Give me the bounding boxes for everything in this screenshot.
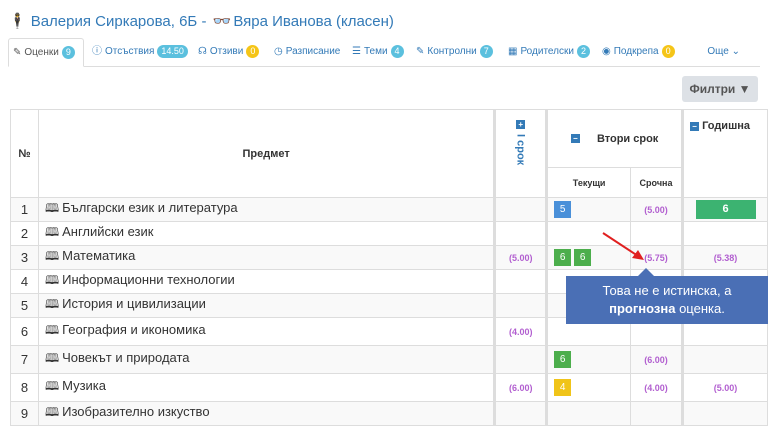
grade-badge[interactable]: 4 <box>554 379 572 396</box>
collapse-icon[interactable]: − <box>570 134 580 144</box>
yearly-grade-badge[interactable]: 6 <box>695 200 756 219</box>
user-icon: 🕴 <box>8 13 27 30</box>
book-icon: 🕮 <box>44 201 60 215</box>
yearly-header[interactable]: − Годишна <box>682 109 768 198</box>
table-row: 7 🕮 Човекът и природата 6 (6.00) <box>10 345 768 374</box>
grade-badge[interactable]: 5 <box>554 201 572 218</box>
tab-bar: ✎ Оценки 9 ⓘ Отсъствия 14.50 ☊ Отзиви 0 ◷ Разпи… <box>8 38 760 67</box>
pencil-icon: ✎ <box>13 47 22 58</box>
book-icon: 🕮 <box>44 297 60 311</box>
tab-tests[interactable]: ✎ Контролни 7 <box>412 38 497 66</box>
col-num-header: № <box>10 109 39 198</box>
table-row: 1 🕮 Български език и литература 5 (5.00) … <box>10 197 768 222</box>
tab-support[interactable]: ◉ Подкрепа 0 <box>598 38 679 66</box>
book-icon: 🕮 <box>44 273 60 287</box>
grade-badge[interactable]: 6 <box>554 351 572 368</box>
filter-icon: ▼ <box>738 82 751 96</box>
book-icon: 🕮 <box>44 405 60 419</box>
urgent-header: Срочна <box>630 167 684 198</box>
prediction-tooltip: Това не е истинска, а прогнозна оценка. <box>566 268 768 324</box>
chevron-down-icon: ⌄ <box>731 46 740 57</box>
page-title: 🕴 Валерия Сиркарова, 6Б - 👓 Вяра Иванова (… <box>8 13 394 30</box>
glasses-icon: 👓 <box>212 13 232 30</box>
term1-header[interactable]: + I срок <box>493 109 549 198</box>
feedback-icon: ☊ <box>198 46 207 57</box>
tab-absences[interactable]: ⓘ Отсъствия 14.50 <box>88 38 192 66</box>
book-icon: 🕮 <box>44 225 60 239</box>
filter-button[interactable]: Филтри ▼ <box>682 76 758 102</box>
edit-icon: ✎ <box>416 46 425 57</box>
red-arrow-icon <box>602 232 644 260</box>
grade-badge[interactable]: 6 <box>554 249 572 266</box>
book-icon: 🕮 <box>44 351 60 365</box>
tab-schedule[interactable]: ◷ Разписание <box>274 46 341 57</box>
grade-badge[interactable]: 6 <box>574 249 592 266</box>
tab-parents[interactable]: ▦ Родителски 2 <box>504 38 594 66</box>
table-row: 2 🕮 Английски език <box>10 221 768 246</box>
tab-topics[interactable]: ☰ Теми 4 <box>348 38 408 66</box>
book-icon: 🕮 <box>44 323 60 337</box>
book-icon: 🕮 <box>44 379 60 393</box>
col-subject-header: Предмет <box>37 109 496 198</box>
clock-icon: ◷ <box>274 46 283 57</box>
eye-icon: ◉ <box>602 46 611 57</box>
collapse-icon[interactable]: − <box>690 121 699 131</box>
grades-table: № Предмет + I срок − Втори срок − Годишн… <box>10 109 768 426</box>
term2-header[interactable]: − Втори срок <box>546 109 684 168</box>
book-icon: 🕮 <box>44 249 60 263</box>
more-dropdown[interactable]: Още ⌄ <box>707 46 740 57</box>
current-header: Текущи <box>546 167 632 198</box>
calendar-icon: ▦ <box>508 46 518 57</box>
info-icon: ⓘ <box>92 46 102 57</box>
expand-icon[interactable]: + <box>516 119 526 129</box>
tab-grades[interactable]: ✎ Оценки 9 <box>8 38 84 67</box>
list-icon: ☰ <box>352 46 361 57</box>
table-row: 8 🕮 Музика (6.00) 4 (4.00) (5.00) <box>10 373 768 402</box>
tab-feedback[interactable]: ☊ Отзиви 0 <box>194 38 263 66</box>
